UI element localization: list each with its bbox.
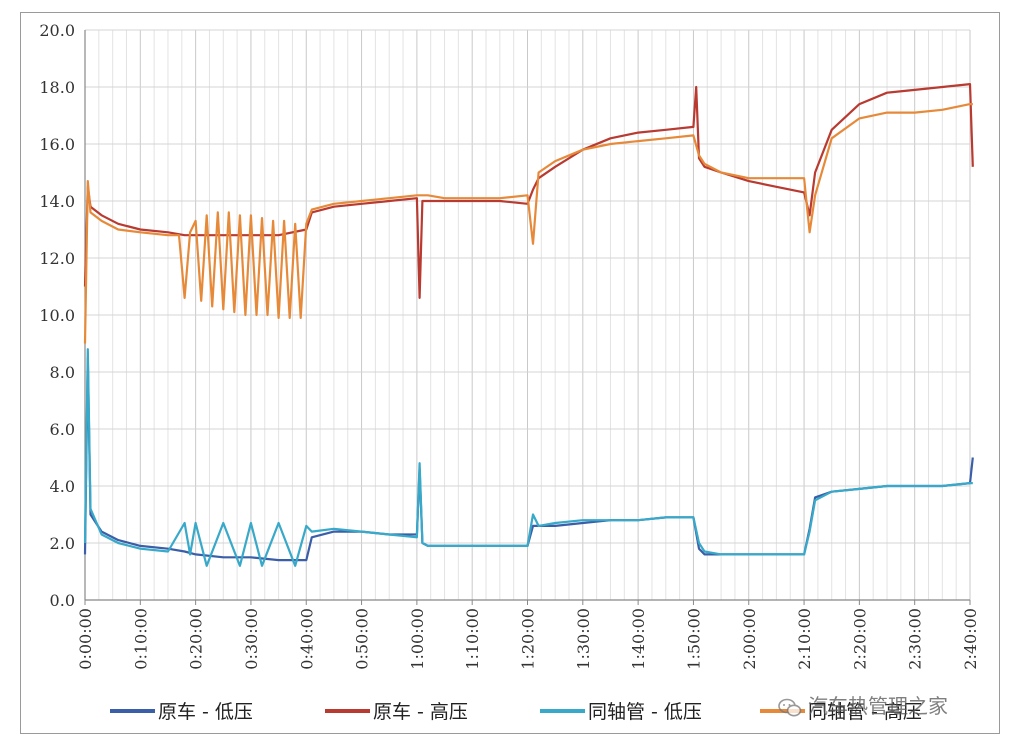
legend-label-2: 同轴管 - 低压 (588, 701, 702, 723)
series-line-3 (83, 102, 973, 344)
x-tick-label: 1:50:00 (684, 608, 703, 670)
y-tick-label: 20.0 (39, 21, 75, 40)
wechat-icon (778, 698, 802, 716)
y-tick-label: 6.0 (50, 420, 75, 439)
series-line-0 (83, 356, 974, 562)
y-tick-label: 2.0 (50, 534, 75, 553)
y-tick-label: 18.0 (39, 78, 75, 97)
x-tick-label: 1:10:00 (463, 608, 482, 670)
legend-label-0: 原车 - 低压 (158, 701, 253, 723)
x-tick-label: 2:20:00 (850, 608, 869, 670)
x-tick-label: 2:40:00 (961, 608, 980, 670)
grid-lines (84, 29, 971, 601)
x-tick-label: 1:20:00 (519, 608, 538, 670)
chart-frame (20, 12, 1000, 734)
x-tick-label: 0:30:00 (242, 608, 261, 670)
legend-label-1: 原车 - 高压 (373, 701, 468, 723)
y-tick-label: 8.0 (50, 363, 75, 382)
y-tick-label: 16.0 (39, 135, 75, 154)
x-tick-label: 2:10:00 (795, 608, 814, 670)
y-tick-labels: 0.0 2.0 4.0 6.0 8.0 10.0 12.0 14.0 16.0 18.0 20.0 (39, 21, 75, 610)
series-line-1 (83, 82, 974, 299)
y-tick-label: 12.0 (39, 249, 75, 268)
x-tick-label: 2:30:00 (906, 608, 925, 670)
x-tick-label: 1:00:00 (408, 608, 427, 670)
x-tick-label: 0:10:00 (131, 608, 150, 670)
x-tick-label: 2:00:00 (740, 608, 759, 670)
y-tick-label: 0.0 (50, 591, 75, 610)
legend-label-3: 同轴管 - 高压 (808, 701, 922, 723)
x-tick-label: 1:30:00 (574, 608, 593, 670)
y-tick-label: 4.0 (50, 477, 75, 496)
series-lines (83, 82, 974, 567)
x-tick-label: 0:50:00 (353, 608, 372, 670)
watermark: 汽车热管理之家 (778, 690, 948, 719)
x-tick-label: 0:00:00 (76, 608, 95, 670)
y-tick-label: 14.0 (39, 192, 75, 211)
legend: 原车 - 低压 原车 - 高压 同轴管 - 低压 同轴管 - 高压 (110, 701, 922, 723)
x-tick-label: 1:40:00 (629, 608, 648, 670)
y-tick-label: 10.0 (39, 306, 75, 325)
series-line-2 (83, 348, 973, 567)
x-tick-label: 0:40:00 (297, 608, 316, 670)
watermark-text: 汽车热管理之家 (808, 694, 948, 718)
x-tick-labels: 0:00:00 0:10:00 0:20:00 0:30:00 0:40:00 0:50:… (76, 600, 980, 670)
x-tick-label: 0:20:00 (187, 608, 206, 670)
